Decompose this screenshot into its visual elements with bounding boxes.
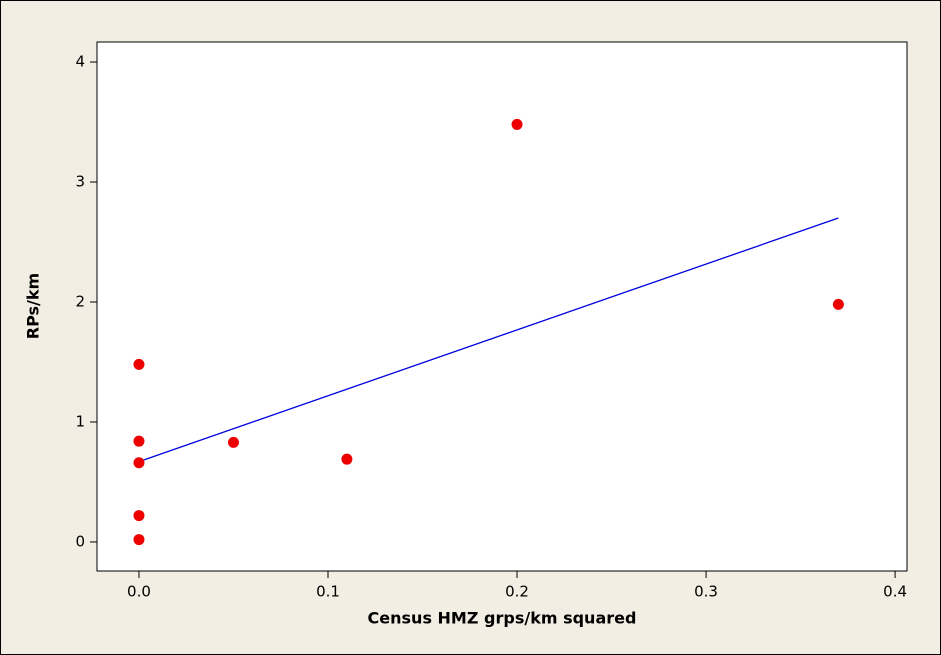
y-axis-label: RPs/km xyxy=(24,273,43,339)
x-tick-label: 0.1 xyxy=(316,583,340,601)
point xyxy=(133,457,145,469)
x-axis-label: Census HMZ grps/km squared xyxy=(368,609,637,628)
y-tick-label: 0 xyxy=(75,532,85,550)
point xyxy=(341,453,353,465)
point xyxy=(832,298,844,310)
plot-area xyxy=(96,41,908,572)
x-tick-label: 0.3 xyxy=(694,583,718,601)
point xyxy=(133,358,145,370)
y-tick-label: 3 xyxy=(75,173,85,191)
y-tick-label: 4 xyxy=(75,53,85,71)
y-tick-label: 2 xyxy=(75,293,85,311)
x-tick-label: 0.2 xyxy=(505,583,529,601)
point xyxy=(133,534,145,546)
point xyxy=(227,436,239,448)
point xyxy=(133,435,145,447)
x-tick-label: 0.4 xyxy=(883,583,907,601)
fit-line xyxy=(138,217,839,463)
y-tick-label: 1 xyxy=(75,412,85,430)
x-tick-label: 0.0 xyxy=(127,583,151,601)
point xyxy=(133,510,145,522)
point xyxy=(511,118,523,130)
